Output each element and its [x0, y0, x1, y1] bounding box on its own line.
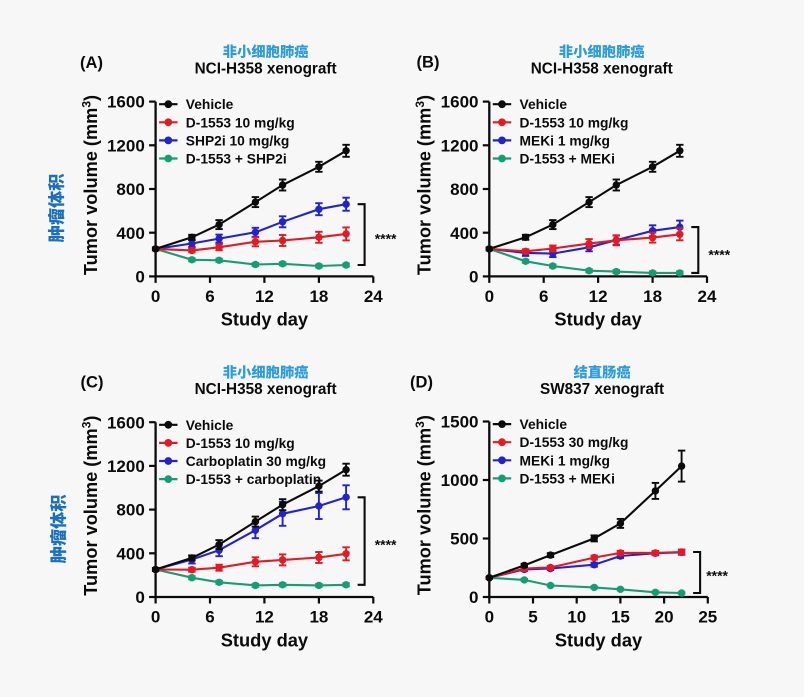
svg-text:NCI-H358 xenograft: NCI-H358 xenograft — [195, 61, 337, 78]
svg-text:D-1553 + MEKi: D-1553 + MEKi — [520, 471, 615, 486]
svg-text:1200: 1200 — [107, 136, 145, 155]
svg-text:5: 5 — [528, 608, 537, 627]
svg-text:18: 18 — [309, 287, 328, 306]
svg-text:400: 400 — [116, 224, 144, 243]
svg-text:1600: 1600 — [107, 93, 145, 112]
svg-text:0: 0 — [485, 287, 494, 306]
svg-text:24: 24 — [364, 608, 383, 627]
svg-text:D-1553 + MEKi: D-1553 + MEKi — [520, 152, 615, 167]
svg-text:400: 400 — [450, 224, 478, 243]
svg-text:15: 15 — [611, 608, 630, 627]
svg-text:1200: 1200 — [107, 457, 145, 476]
svg-text:1600: 1600 — [107, 413, 145, 432]
svg-text:Study day: Study day — [554, 309, 642, 330]
svg-text:400: 400 — [116, 544, 144, 563]
svg-text:24: 24 — [364, 287, 383, 306]
svg-text:0: 0 — [135, 588, 144, 607]
svg-text:(A): (A) — [80, 54, 103, 72]
svg-text:D-1553 10 mg/kg: D-1553 10 mg/kg — [186, 436, 295, 451]
svg-text:18: 18 — [643, 287, 662, 306]
svg-text:Study day: Study day — [221, 309, 309, 330]
svg-text:20: 20 — [655, 608, 674, 627]
svg-text:Tumor volume (mm3): Tumor volume (mm3) — [413, 415, 434, 595]
svg-text:12: 12 — [255, 608, 274, 627]
svg-text:0: 0 — [135, 268, 144, 287]
svg-text:800: 800 — [116, 180, 144, 199]
svg-text:0: 0 — [485, 608, 494, 627]
svg-text:18: 18 — [309, 608, 328, 627]
svg-text:0: 0 — [151, 287, 160, 306]
svg-text:****: **** — [375, 536, 397, 552]
svg-text:0: 0 — [469, 588, 478, 607]
svg-text:1200: 1200 — [441, 136, 479, 155]
svg-text:Tumor volume (mm3): Tumor volume (mm3) — [413, 95, 434, 275]
svg-text:Vehicle: Vehicle — [186, 97, 234, 112]
svg-text:0: 0 — [469, 268, 478, 287]
svg-text:D-1553 10 mg/kg: D-1553 10 mg/kg — [520, 115, 629, 130]
svg-text:800: 800 — [116, 501, 144, 520]
svg-text:6: 6 — [539, 287, 548, 306]
svg-text:500: 500 — [450, 530, 478, 549]
svg-text:Vehicle: Vehicle — [186, 418, 234, 433]
svg-text:1000: 1000 — [441, 471, 479, 490]
svg-text:Study day: Study day — [555, 629, 643, 650]
svg-text:MEKi 1 mg/kg: MEKi 1 mg/kg — [520, 133, 610, 148]
svg-text:D-1553 30 mg/kg: D-1553 30 mg/kg — [520, 435, 629, 450]
svg-text:SW837 xenograft: SW837 xenograft — [540, 381, 664, 398]
svg-text:24: 24 — [698, 287, 717, 306]
svg-text:(D): (D) — [410, 373, 433, 391]
svg-text:****: **** — [708, 246, 730, 262]
svg-text:Vehicle: Vehicle — [520, 97, 568, 112]
svg-text:NCI-H358 xenograft: NCI-H358 xenograft — [531, 61, 673, 78]
svg-text:****: **** — [375, 230, 397, 246]
svg-text:10: 10 — [567, 608, 586, 627]
svg-text:SHP2i 10 mg/kg: SHP2i 10 mg/kg — [186, 133, 290, 148]
svg-text:(B): (B) — [417, 54, 440, 72]
svg-text:800: 800 — [450, 180, 478, 199]
svg-text:6: 6 — [205, 287, 214, 306]
svg-text:Vehicle: Vehicle — [520, 417, 568, 432]
svg-text:****: **** — [706, 567, 728, 583]
svg-text:D-1553 10 mg/kg: D-1553 10 mg/kg — [186, 115, 295, 130]
svg-text:12: 12 — [255, 287, 274, 306]
svg-text:D-1553 + carboplatin: D-1553 + carboplatin — [186, 472, 321, 487]
svg-text:(C): (C) — [81, 374, 104, 392]
svg-text:25: 25 — [698, 608, 717, 627]
svg-text:Study day: Study day — [221, 629, 309, 650]
svg-text:D-1553 + SHP2i: D-1553 + SHP2i — [186, 152, 287, 167]
svg-text:1600: 1600 — [441, 93, 479, 112]
svg-text:Carboplatin 30 mg/kg: Carboplatin 30 mg/kg — [186, 454, 326, 469]
svg-text:Tumor volume (mm3): Tumor volume (mm3) — [80, 95, 101, 275]
svg-text:12: 12 — [589, 287, 608, 306]
svg-text:1500: 1500 — [441, 413, 479, 432]
svg-text:0: 0 — [151, 608, 160, 627]
svg-text:MEKi 1 mg/kg: MEKi 1 mg/kg — [520, 453, 610, 468]
svg-text:NCI-H358 xenograft: NCI-H358 xenograft — [195, 381, 337, 398]
svg-text:Tumor volume (mm3): Tumor volume (mm3) — [80, 416, 101, 596]
svg-text:6: 6 — [205, 608, 214, 627]
